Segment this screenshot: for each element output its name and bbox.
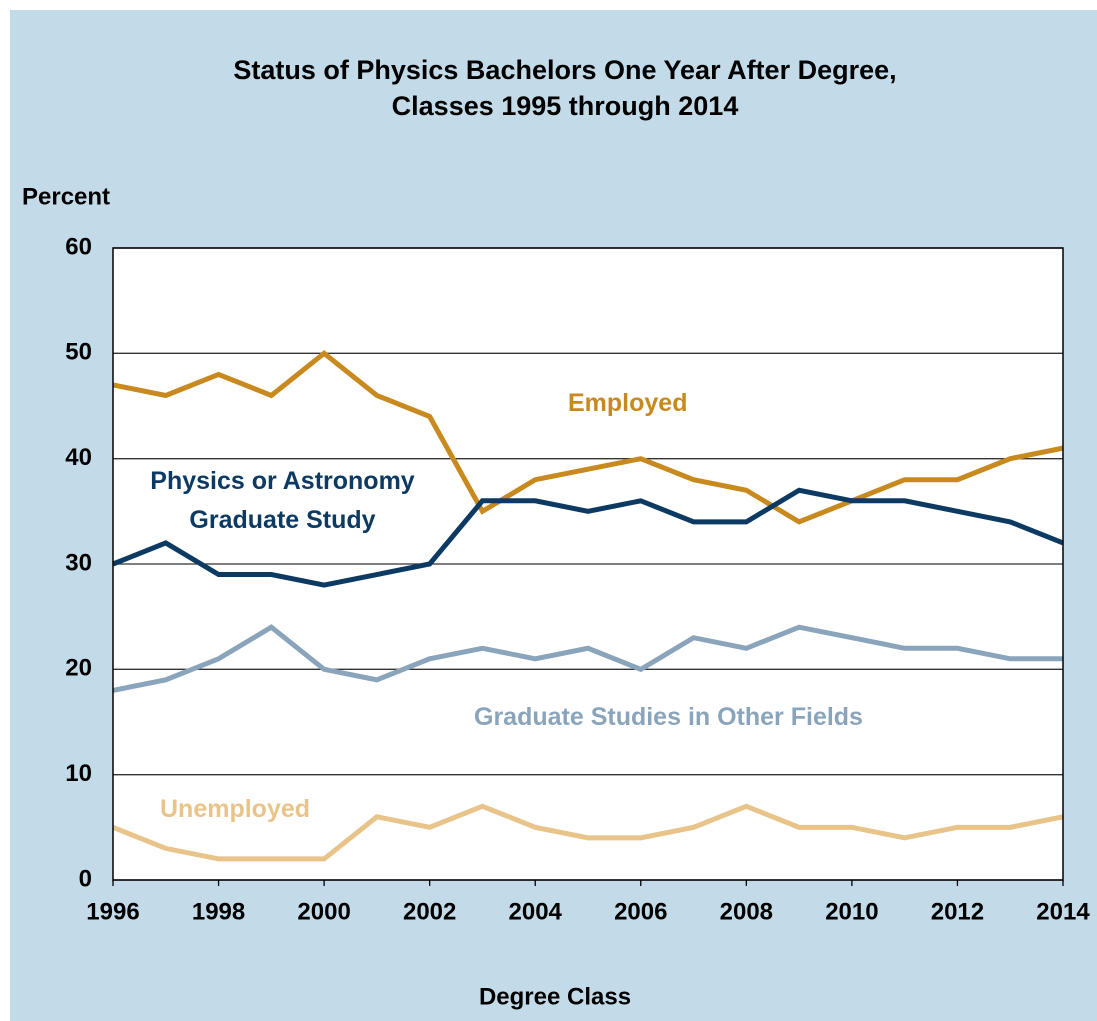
chart-title: Status of Physics Bachelors One Year Aft… [233, 55, 896, 85]
x-tick-label: 2014 [1036, 898, 1090, 925]
x-tick-label: 2012 [931, 898, 984, 925]
y-tick-label: 50 [65, 339, 92, 366]
x-tick-label: 2004 [509, 898, 563, 925]
series-label: Unemployed [160, 795, 311, 823]
x-tick-label: 2002 [403, 898, 456, 925]
y-tick-label: 20 [65, 655, 92, 682]
x-tick-label: 2006 [614, 898, 667, 925]
series-line [112, 350, 1064, 525]
chart-title: Classes 1995 through 2014 [392, 91, 739, 121]
x-tick-label: 1996 [86, 898, 139, 925]
y-tick-label: 60 [65, 233, 92, 260]
y-tick-label: 40 [65, 444, 92, 471]
series-label: Graduate Studies in Other Fields [474, 703, 863, 731]
x-axis-label: Degree Class [479, 983, 631, 1010]
series-label: Employed [568, 389, 688, 417]
series-line [112, 624, 1063, 693]
series-line [112, 803, 1064, 862]
y-tick-label: 0 [79, 865, 92, 892]
x-tick-label: 2000 [297, 898, 350, 925]
x-tick-label: 2008 [720, 898, 773, 925]
y-axis-label: Percent [22, 183, 110, 210]
series-line [112, 487, 1064, 588]
x-tick-label: 2010 [825, 898, 878, 925]
plot-border [112, 247, 1064, 881]
x-tick-label: 1998 [192, 898, 245, 925]
y-tick-label: 30 [65, 549, 92, 576]
series-label: Physics or Astronomy Graduate Study [150, 467, 415, 534]
y-tick-label: 10 [65, 760, 92, 787]
